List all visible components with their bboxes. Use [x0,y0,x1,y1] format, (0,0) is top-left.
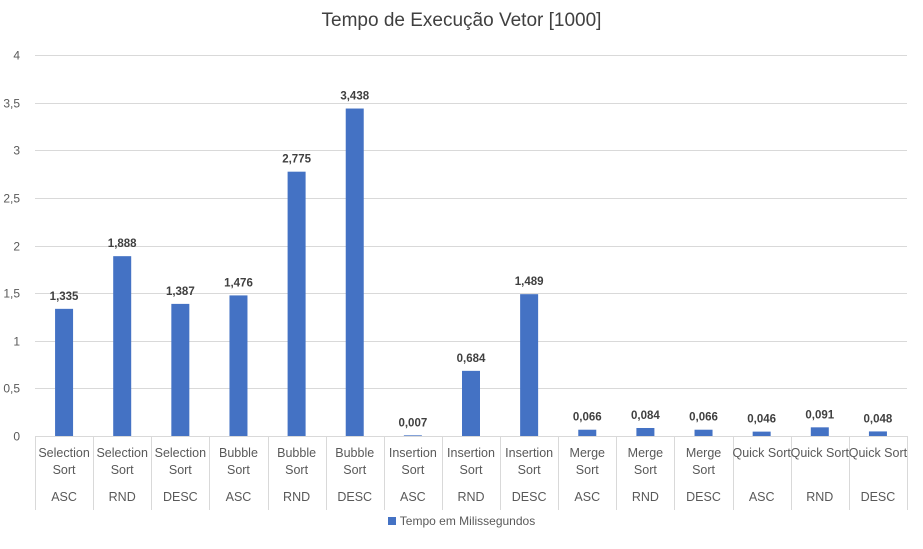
x-tick-label: Sort [53,463,76,477]
data-label: 1,476 [224,277,253,289]
data-label: 0,066 [689,412,718,424]
bar [229,295,248,436]
bar [636,427,655,436]
x-tick-label: Insertion [447,446,495,460]
data-label: 0,684 [457,353,486,365]
bars [55,108,887,436]
y-tick-label: 2,5 [3,192,20,206]
x-subcategory-label: ASC [400,490,426,504]
x-tick-label: Bubble [277,446,316,460]
bar [113,256,132,436]
x-subcategory-label: RND [806,490,833,504]
x-tick-label: Insertion [389,446,437,460]
data-labels: 1,335 1,888 1,387 1,476 2,775 3,438 0,007 0,684… [50,91,893,430]
bar [578,429,597,436]
x-tick-label: Quick Sort [791,446,850,460]
y-tick-label: 1 [13,335,20,349]
x-tick-label: Quick Sort [849,446,908,460]
x-subcategory-label: DESC [337,490,372,504]
x-tick-label: Bubble [219,446,258,460]
bar [462,370,480,436]
y-tick-label: 0 [13,430,20,444]
x-tick-label: Sort [692,463,715,477]
x-tick-label: Sort [285,463,308,477]
bar [694,429,713,436]
data-label: 1,489 [515,276,544,288]
x-tick-label: Bubble [335,446,374,460]
x-tick-label: Selection [155,446,206,460]
y-tick-label: 4 [13,49,20,63]
bar [520,294,539,436]
y-tick-label: 3,5 [3,97,20,111]
y-tick-label: 3 [13,144,20,158]
data-label: 0,048 [864,413,893,425]
x-subcategory-label: RND [457,490,484,504]
x-tick-label: Sort [634,463,657,477]
data-label: 2,775 [282,154,311,166]
x-subcategory-label: ASC [574,490,600,504]
x-tick-label: Sort [401,463,424,477]
data-label: 3,438 [340,91,369,103]
bar [403,435,422,436]
data-label: 1,888 [108,238,137,250]
bar [868,431,887,436]
bar [810,427,829,436]
x-tick-label: Sort [343,463,366,477]
x-tick-label: Merge [628,446,663,460]
x-tick-label: Sort [576,463,599,477]
data-label: 0,084 [631,410,660,422]
y-tick-label: 2 [13,240,20,254]
legend-label: Tempo em Milissegundos [399,514,536,528]
legend-swatch [387,517,396,525]
x-tick-label: Sort [111,463,134,477]
x-subcategory-label: ASC [749,490,775,504]
x-tick-label: Merge [570,446,605,460]
x-subcategory-label: DESC [861,490,896,504]
x-subcategory-label: DESC [512,490,547,504]
x-tick-label: Sort [460,463,483,477]
x-axis: Selection Sort ASC Selection Sort RND Selectio… [35,436,908,510]
x-tick-label: Sort [518,463,541,477]
data-label: 0,066 [573,412,602,424]
data-label: 1,387 [166,286,195,298]
bar [55,308,74,436]
legend: Tempo em Milissegundos [0,514,923,528]
x-subcategory-label: DESC [163,490,198,504]
y-axis-ticks: 0 0,5 1 1,5 2 2,5 3 3,5 4 [3,49,20,444]
x-subcategory-label: DESC [686,490,721,504]
data-label: 0,046 [747,414,776,426]
x-tick-label: Selection [38,446,89,460]
x-tick-label: Quick Sort [732,446,791,460]
gridlines [35,55,907,389]
y-tick-label: 0,5 [3,382,20,396]
x-tick-label: Selection [96,446,147,460]
data-label: 1,335 [50,291,79,303]
y-tick-label: 1,5 [3,287,20,301]
x-tick-label: Sort [169,463,192,477]
bar [171,303,190,436]
x-subcategory-label: RND [283,490,310,504]
bar [287,171,306,436]
data-label: 0,091 [805,409,834,421]
x-subcategory-label: ASC [51,490,77,504]
x-subcategory-label: ASC [226,490,252,504]
data-label: 0,007 [398,417,427,429]
x-tick-label: Insertion [505,446,553,460]
bar [345,108,364,436]
x-subcategory-label: RND [109,490,136,504]
x-subcategory-label: RND [632,490,659,504]
chart-title: Tempo de Execução Vetor [1000] [321,10,602,31]
x-tick-label: Sort [227,463,250,477]
bar [752,431,771,436]
x-tick-label: Merge [686,446,721,460]
